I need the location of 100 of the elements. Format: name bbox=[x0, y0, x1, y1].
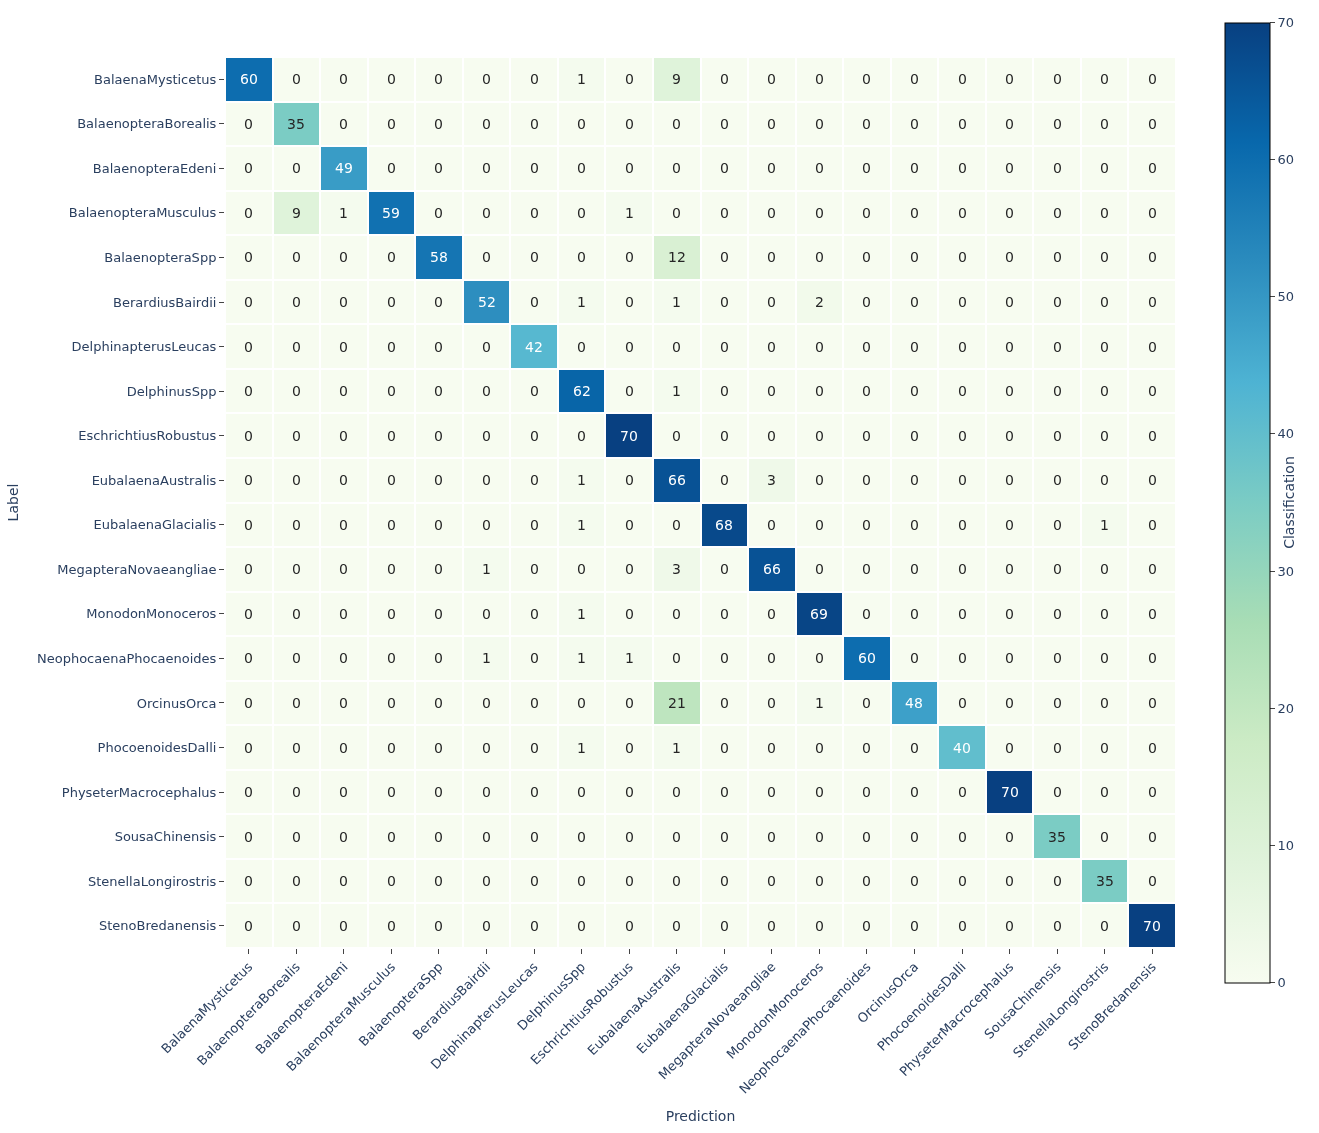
data-label: 70 bbox=[620, 428, 638, 444]
data-label: 0 bbox=[767, 428, 776, 444]
data-label: 0 bbox=[1148, 160, 1157, 176]
data-label: 0 bbox=[1100, 160, 1109, 176]
data-label: 0 bbox=[815, 472, 824, 488]
data-label: 0 bbox=[958, 873, 967, 889]
data-label: 0 bbox=[1100, 784, 1109, 800]
data-label: 0 bbox=[862, 249, 871, 265]
data-label: 0 bbox=[292, 71, 301, 87]
data-label: 0 bbox=[1148, 205, 1157, 221]
data-label: 0 bbox=[1005, 160, 1014, 176]
data-label: 0 bbox=[767, 160, 776, 176]
data-label: 0 bbox=[1005, 650, 1014, 666]
data-label: 0 bbox=[625, 383, 634, 399]
data-label: 0 bbox=[862, 339, 871, 355]
data-label: 0 bbox=[720, 205, 729, 221]
data-label: 0 bbox=[958, 472, 967, 488]
data-label: 0 bbox=[1005, 695, 1014, 711]
data-label: 0 bbox=[672, 116, 681, 132]
color-bar-label: 20 bbox=[1277, 700, 1295, 716]
data-label: 0 bbox=[339, 606, 348, 622]
data-label: 0 bbox=[434, 116, 443, 132]
y-tick-label: PhocoenoidesDalli bbox=[97, 740, 217, 756]
data-label: 0 bbox=[625, 606, 634, 622]
y-tick-label: EschrichtiusRobustus bbox=[78, 428, 217, 444]
data-label: 52 bbox=[478, 294, 496, 310]
data-label: 0 bbox=[387, 517, 396, 533]
data-label: 0 bbox=[1148, 873, 1157, 889]
color-bar-label: 10 bbox=[1277, 837, 1295, 853]
data-label: 0 bbox=[625, 249, 634, 265]
data-label: 49 bbox=[335, 160, 353, 176]
data-label: 1 bbox=[577, 650, 586, 666]
data-label: 0 bbox=[1005, 561, 1014, 577]
data-label: 0 bbox=[434, 383, 443, 399]
color-bar-label: 30 bbox=[1277, 563, 1295, 579]
data-label: 0 bbox=[387, 561, 396, 577]
data-label: 0 bbox=[625, 740, 634, 756]
data-label: 0 bbox=[1100, 561, 1109, 577]
data-label: 0 bbox=[577, 160, 586, 176]
data-label: 0 bbox=[672, 650, 681, 666]
data-label: 0 bbox=[720, 428, 729, 444]
y-tick-label: SousaChinensis bbox=[114, 829, 217, 845]
data-label: 0 bbox=[292, 650, 301, 666]
data-label: 0 bbox=[1100, 339, 1109, 355]
data-label: 0 bbox=[482, 695, 491, 711]
data-label: 0 bbox=[958, 71, 967, 87]
data-label: 0 bbox=[530, 428, 539, 444]
data-label: 0 bbox=[1148, 829, 1157, 845]
data-label: 0 bbox=[292, 740, 301, 756]
data-label: 0 bbox=[1148, 650, 1157, 666]
data-label: 0 bbox=[1053, 160, 1062, 176]
data-label: 0 bbox=[1148, 517, 1157, 533]
data-label: 0 bbox=[244, 606, 253, 622]
data-label: 0 bbox=[577, 695, 586, 711]
data-label: 0 bbox=[720, 873, 729, 889]
data-label: 0 bbox=[244, 784, 253, 800]
data-label: 0 bbox=[1053, 116, 1062, 132]
color-bar-label: 50 bbox=[1277, 289, 1295, 305]
data-label: 0 bbox=[1148, 428, 1157, 444]
data-label: 0 bbox=[339, 428, 348, 444]
data-label: 0 bbox=[1100, 472, 1109, 488]
data-label: 0 bbox=[1005, 873, 1014, 889]
data-label: 0 bbox=[1100, 294, 1109, 310]
y-tick-label: BalaenopteraSpp bbox=[104, 250, 217, 266]
data-label: 0 bbox=[862, 606, 871, 622]
data-label: 0 bbox=[530, 650, 539, 666]
data-label: 0 bbox=[1100, 249, 1109, 265]
color-bar-label: 70 bbox=[1277, 15, 1295, 31]
data-label: 0 bbox=[767, 517, 776, 533]
data-label: 0 bbox=[1005, 918, 1014, 934]
data-label: 0 bbox=[767, 116, 776, 132]
data-label: 0 bbox=[862, 383, 871, 399]
data-label: 0 bbox=[434, 918, 443, 934]
data-label: 0 bbox=[434, 205, 443, 221]
data-label: 0 bbox=[530, 205, 539, 221]
data-label: 1 bbox=[625, 650, 634, 666]
data-label: 0 bbox=[958, 428, 967, 444]
data-label: 1 bbox=[672, 383, 681, 399]
data-label: 0 bbox=[577, 339, 586, 355]
data-label: 0 bbox=[292, 339, 301, 355]
data-label: 60 bbox=[240, 71, 258, 87]
data-label: 0 bbox=[387, 873, 396, 889]
data-label: 0 bbox=[815, 740, 824, 756]
data-label: 0 bbox=[1100, 205, 1109, 221]
data-label: 0 bbox=[767, 873, 776, 889]
data-label: 0 bbox=[1053, 561, 1062, 577]
data-label: 0 bbox=[434, 428, 443, 444]
x-axis-title: Prediction bbox=[665, 1107, 736, 1124]
data-label: 0 bbox=[292, 472, 301, 488]
data-label: 0 bbox=[339, 650, 348, 666]
y-tick-label: BalaenopteraMusculus bbox=[68, 205, 217, 221]
data-label: 0 bbox=[767, 829, 776, 845]
data-label: 69 bbox=[810, 606, 828, 622]
data-label: 0 bbox=[1053, 650, 1062, 666]
data-label: 1 bbox=[577, 294, 586, 310]
data-label: 0 bbox=[387, 740, 396, 756]
data-label: 1 bbox=[482, 561, 491, 577]
data-label: 0 bbox=[625, 517, 634, 533]
data-label: 0 bbox=[244, 116, 253, 132]
data-label: 0 bbox=[625, 160, 634, 176]
